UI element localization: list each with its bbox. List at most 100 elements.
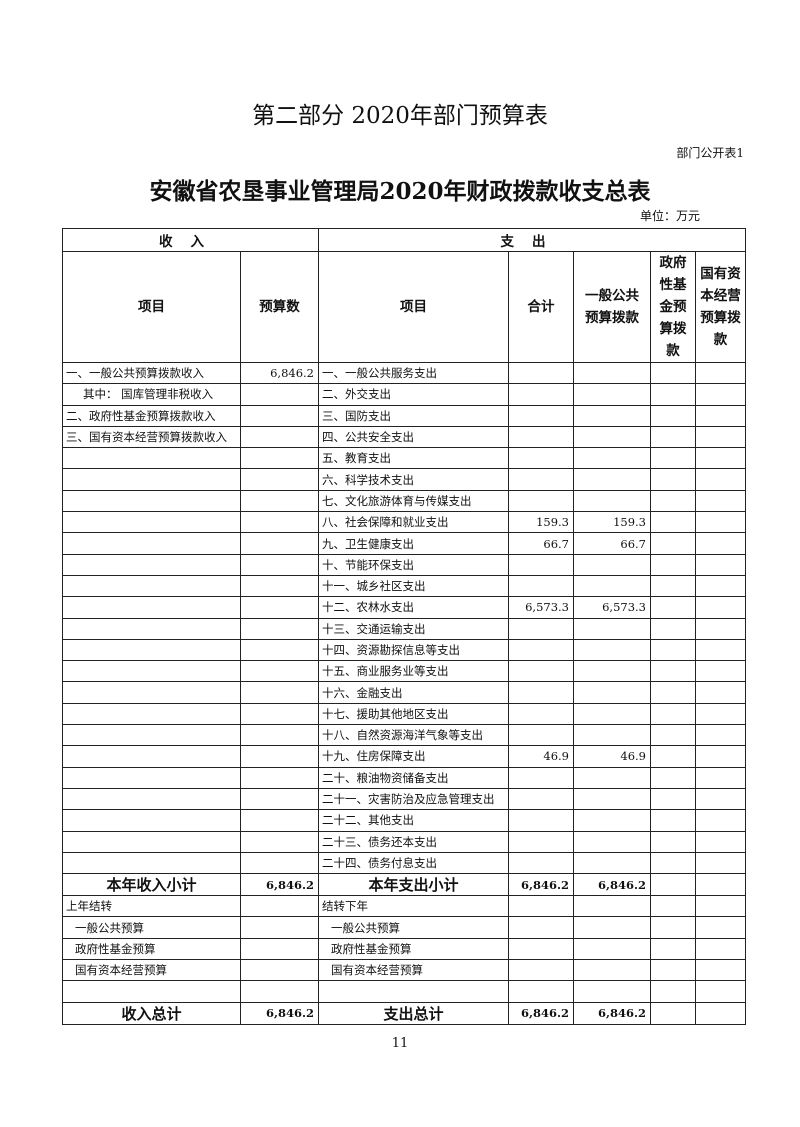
expense-total: 6,846.2 bbox=[508, 873, 574, 897]
state-capital-amount bbox=[695, 1001, 746, 1025]
income-item bbox=[62, 596, 241, 619]
state-capital-amount bbox=[695, 553, 746, 576]
expense-total bbox=[508, 425, 574, 449]
income-item bbox=[62, 724, 241, 747]
table-row: 七、文化旅游体育与传媒支出 bbox=[62, 489, 746, 513]
expense-item: 十七、援助其他地区支出 bbox=[318, 702, 509, 726]
expense-label: 支出总计 bbox=[318, 1001, 509, 1025]
table-row: 二十三、债务还本支出 bbox=[62, 830, 746, 853]
expense-header: 支出 bbox=[318, 228, 746, 252]
income-item: 其中： 国库管理非税收入 bbox=[62, 383, 241, 406]
amount-cell bbox=[695, 895, 746, 918]
expense-item: 十九、住房保障支出 bbox=[318, 745, 509, 768]
carry-row bbox=[62, 980, 746, 1003]
expense-total bbox=[508, 851, 574, 875]
carry-row: 国有资本经营预算 国有资本经营预算 bbox=[62, 959, 746, 982]
general-budget-amount: 159.3 bbox=[573, 511, 651, 534]
state-capital-amount bbox=[695, 596, 746, 619]
expense-total bbox=[508, 787, 574, 811]
general-budget-amount bbox=[573, 787, 651, 811]
gov-fund-amount bbox=[650, 404, 696, 427]
amount-cell bbox=[508, 959, 574, 982]
income-amount bbox=[240, 553, 319, 576]
income-budget-header: 预算数 bbox=[240, 251, 319, 363]
gov-fund-amount bbox=[650, 1001, 696, 1025]
expense-item: 七、文化旅游体育与传媒支出 bbox=[318, 489, 509, 513]
expense-item: 十五、商业服务业等支出 bbox=[318, 660, 509, 683]
gov-fund-amount bbox=[650, 574, 696, 598]
income-amount bbox=[240, 638, 319, 662]
gov-fund-amount bbox=[650, 638, 696, 662]
income-item bbox=[62, 702, 241, 726]
budget-summary-table: 收入 支出 项目 预算数 项目 合计 一般公共预算拨款 政府性基金预算拨款 国有… bbox=[62, 228, 746, 1025]
expense-item: 六、科学技术支出 bbox=[318, 468, 509, 491]
income-amount bbox=[240, 617, 319, 640]
general-budget-amount: 6,846.2 bbox=[573, 873, 651, 897]
page-number: 11 bbox=[391, 1036, 409, 1051]
state-capital-amount bbox=[695, 361, 746, 385]
general-budget-amount bbox=[573, 404, 651, 427]
income-amount: 6,846.2 bbox=[240, 1001, 319, 1025]
table-row: 十、节能环保支出 bbox=[62, 553, 746, 576]
expense-total bbox=[508, 830, 574, 853]
income-item: 国有资本经营预算 bbox=[62, 959, 241, 982]
expense-item: 政府性基金预算 bbox=[318, 937, 509, 961]
gov-fund-amount bbox=[650, 361, 696, 385]
table-row: 十九、住房保障支出 46.9 46.9 bbox=[62, 745, 746, 768]
expense-total bbox=[508, 809, 574, 832]
table-row: 十三、交通运输支出 bbox=[62, 617, 746, 640]
gov-fund-amount bbox=[650, 553, 696, 576]
income-item bbox=[62, 851, 241, 875]
total-header: 合计 bbox=[508, 251, 574, 363]
general-budget-amount bbox=[573, 489, 651, 513]
general-budget-header: 一般公共预算拨款 bbox=[573, 251, 651, 363]
income-amount bbox=[240, 787, 319, 811]
general-budget-amount: 46.9 bbox=[573, 745, 651, 768]
subtotal-row: 本年收入小计 6,846.2 本年支出小计 6,846.2 6,846.2 bbox=[62, 873, 746, 897]
income-amount bbox=[240, 383, 319, 406]
expense-total bbox=[508, 489, 574, 513]
expense-item: 九、卫生健康支出 bbox=[318, 532, 509, 555]
expense-total: 6,573.3 bbox=[508, 596, 574, 619]
state-capital-amount bbox=[695, 873, 746, 897]
state-capital-amount bbox=[695, 681, 746, 704]
table-number: 部门公开表1 bbox=[676, 146, 744, 160]
amount-cell bbox=[650, 959, 696, 982]
gov-fund-amount bbox=[650, 532, 696, 555]
state-capital-amount bbox=[695, 766, 746, 789]
table-row: 十四、资源勘探信息等支出 bbox=[62, 638, 746, 662]
general-budget-amount bbox=[573, 851, 651, 875]
gov-fund-amount bbox=[650, 425, 696, 449]
income-amount bbox=[240, 766, 319, 789]
amount-cell bbox=[695, 916, 746, 939]
expense-total bbox=[508, 702, 574, 726]
state-capital-amount bbox=[695, 617, 746, 640]
expense-total bbox=[508, 404, 574, 427]
expense-total bbox=[508, 383, 574, 406]
income-amount bbox=[240, 404, 319, 427]
gov-fund-amount bbox=[650, 702, 696, 726]
income-amount bbox=[240, 916, 319, 939]
table-row: 十五、商业服务业等支出 bbox=[62, 660, 746, 683]
state-capital-amount bbox=[695, 383, 746, 406]
table-row: 十七、援助其他地区支出 bbox=[62, 702, 746, 726]
expense-item: 十三、交通运输支出 bbox=[318, 617, 509, 640]
gov-fund-amount bbox=[650, 617, 696, 640]
income-item bbox=[62, 617, 241, 640]
income-item bbox=[62, 681, 241, 704]
income-amount bbox=[240, 980, 319, 1003]
carry-row: 上年结转 结转下年 bbox=[62, 895, 746, 918]
general-budget-amount bbox=[573, 660, 651, 683]
gov-fund-amount bbox=[650, 660, 696, 683]
amount-cell bbox=[573, 895, 651, 918]
general-budget-amount bbox=[573, 830, 651, 853]
table-row: 二十、粮油物资储备支出 bbox=[62, 766, 746, 789]
unit-label: 单位：万元 bbox=[639, 209, 700, 223]
amount-cell bbox=[573, 937, 651, 961]
amount-cell bbox=[695, 980, 746, 1003]
grand-total-row: 收入总计 6,846.2 支出总计 6,846.2 6,846.2 bbox=[62, 1001, 746, 1025]
amount-cell bbox=[695, 937, 746, 961]
gov-fund-amount bbox=[650, 681, 696, 704]
expense-total bbox=[508, 361, 574, 385]
table-row: 十六、金融支出 bbox=[62, 681, 746, 704]
